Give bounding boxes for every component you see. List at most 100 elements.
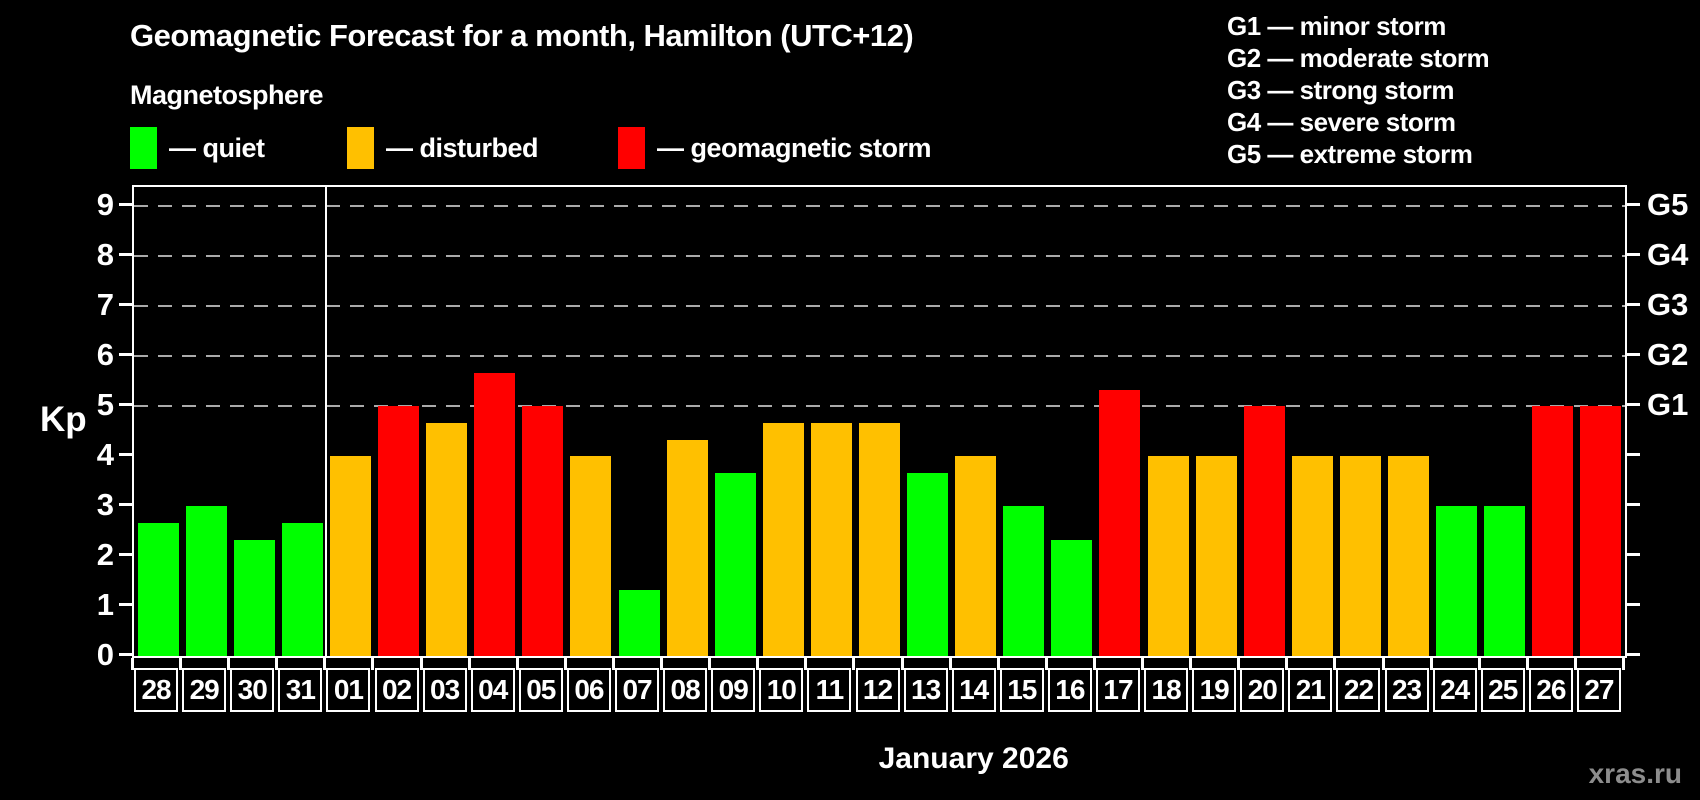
y-tick-left [119,303,132,306]
y-tick-label-7: 7 [96,287,114,322]
day-label-25: 25 [1480,668,1525,712]
day-label-10: 10 [759,668,804,712]
x-tick [1237,658,1241,670]
x-tick [611,658,615,670]
g-legend-line: G2 — moderate storm [1227,43,1490,73]
x-tick [852,658,856,670]
day-label-02: 02 [374,668,419,712]
day-label-24: 24 [1432,668,1477,712]
y-tick-label-6: 6 [96,337,114,372]
day-label-26: 26 [1528,668,1573,712]
y-tick-right [1627,453,1640,456]
y-tick-label-5: 5 [96,387,114,422]
day-label-16: 16 [1047,668,1092,712]
y-tick-label-4: 4 [96,437,114,472]
x-tick [756,658,760,670]
kp-bar-day-15 [1003,506,1045,656]
y-tick-label-3: 3 [96,487,114,522]
x-tick [515,658,519,670]
kp-bar-day-26 [1532,406,1574,656]
y-tick-label-1: 1 [96,587,114,622]
day-label-11: 11 [807,668,852,712]
day-label-12: 12 [855,668,900,712]
kp-bar-day-02 [378,406,420,656]
month-separator-line [325,187,328,656]
storm-swatch [618,127,645,169]
y-tick-right [1627,403,1640,406]
x-tick [1333,658,1337,670]
y-tick-left [119,503,132,506]
x-tick [1044,658,1048,670]
y-tick-label-9: 9 [96,187,114,222]
kp-bar-day-08 [666,439,708,656]
day-label-18: 18 [1144,668,1189,712]
kp-bar-day-01 [329,456,371,656]
day-label-13: 13 [903,668,948,712]
x-tick [371,658,375,670]
g-axis-label-G1: G1 [1647,387,1689,422]
kp-bar-day-29 [185,506,227,656]
x-tick [467,658,471,670]
legend-item-quiet: — quiet [130,127,265,169]
x-tick [1573,658,1577,670]
y-tick-right [1627,203,1640,206]
y-tick-label-2: 2 [96,537,114,572]
x-tick [996,658,1000,670]
plot-area [132,185,1627,658]
y-tick-right [1627,253,1640,256]
y-tick-left [119,603,132,606]
x-tick [1092,658,1096,670]
x-tick [275,658,279,670]
kp-bar-day-19 [1195,456,1237,656]
x-axis-month-label: January 2026 [878,742,1069,775]
day-label-03: 03 [422,668,467,712]
g-legend-line: G1 — minor storm [1227,11,1446,41]
x-tick [900,658,904,670]
x-tick [1429,658,1433,670]
kp-bar-day-04 [474,372,516,656]
kp-bar-day-06 [570,456,612,656]
x-tick [1285,658,1289,670]
x-tick [179,658,183,670]
kp-bar-day-24 [1436,506,1478,656]
day-label-30: 30 [230,668,275,712]
x-tick [323,658,327,670]
y-axis-title: Kp [40,400,87,439]
legend-label: — disturbed [386,132,539,163]
day-label-01: 01 [326,668,371,712]
y-tick-left [119,353,132,356]
day-label-31: 31 [278,668,323,712]
day-label-04: 04 [470,668,515,712]
disturbed-swatch [347,127,374,169]
day-label-06: 06 [566,668,611,712]
kp-bar-day-17 [1099,389,1141,656]
kp-bar-day-12 [859,422,900,656]
x-tick [948,658,952,670]
y-tick-left [119,553,132,556]
y-tick-label-8: 8 [96,237,114,272]
legend-item-storm: — geomagnetic storm [618,127,932,169]
quiet-swatch [130,127,157,169]
kp-bar-day-31 [281,522,323,656]
kp-bar-day-27 [1580,406,1622,656]
legend-label: — quiet [169,132,265,163]
kp-bar-day-18 [1147,456,1189,656]
y-tick-right [1627,603,1640,606]
y-tick-right [1627,303,1640,306]
day-label-09: 09 [711,668,756,712]
g-legend-line: G3 — strong storm [1227,75,1454,105]
kp-bar-day-07 [618,589,660,656]
chart-title: Geomagnetic Forecast for a month, Hamilt… [130,18,914,53]
day-label-22: 22 [1336,668,1381,712]
day-label-19: 19 [1192,668,1237,712]
day-label-27: 27 [1576,668,1621,712]
x-tick [660,658,664,670]
kp-bar-day-05 [522,406,564,656]
day-label-28: 28 [134,668,179,712]
day-label-08: 08 [663,668,708,712]
kp-bar-day-21 [1291,456,1333,656]
y-tick-left [119,453,132,456]
day-label-29: 29 [182,668,227,712]
y-tick-left [119,653,132,656]
